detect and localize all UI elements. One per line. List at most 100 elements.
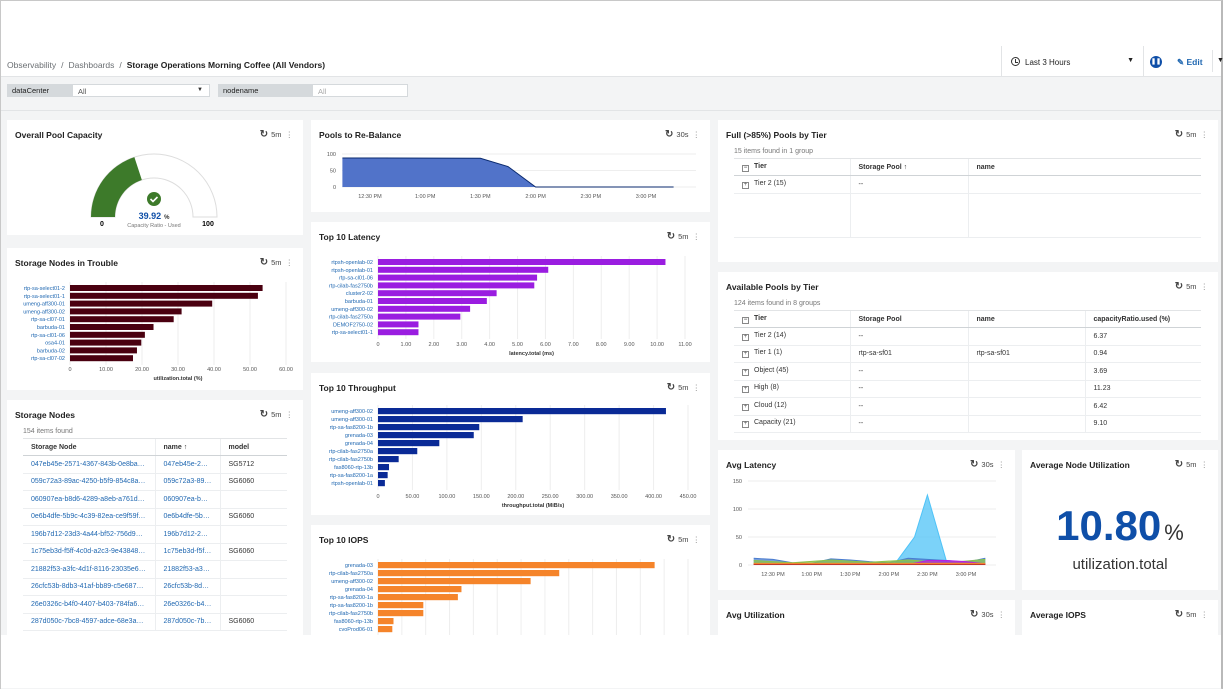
expand-icon[interactable]: + xyxy=(742,421,749,429)
category-label[interactable]: grenada-03 xyxy=(345,563,373,569)
category-label[interactable]: umeng-aff300-01 xyxy=(331,417,373,423)
column-header[interactable]: capacityRatio.used (%) xyxy=(1084,310,1201,328)
refresh-icon[interactable]: ↻ xyxy=(665,129,674,140)
category-label[interactable]: barbuda-01 xyxy=(37,325,65,331)
table-cell[interactable]: 060907ea-b8d6-4289-a8eb-a761dd4e2... xyxy=(23,490,155,509)
time-range-picker[interactable]: Last 3 Hours ▼ xyxy=(1001,46,1144,77)
refresh-icon[interactable]: ↻ xyxy=(1174,281,1184,292)
category-label[interactable]: rtp-cilab-fas2750b xyxy=(329,611,373,617)
category-label[interactable]: DEMOF2750-02 xyxy=(333,322,373,328)
more-options-icon[interactable]: ⋮ xyxy=(692,130,701,139)
table-row[interactable]: + Cloud (12) -- 6.42 xyxy=(734,397,1201,416)
collapse-all-icon[interactable]: − xyxy=(742,316,749,324)
expand-icon[interactable]: + xyxy=(742,333,749,341)
category-label[interactable]: rtp-sa-select01-2 xyxy=(24,286,65,292)
category-label[interactable]: rtp-sa-fas8200-1b xyxy=(330,603,373,609)
table-cell[interactable]: 1c75eb3d-f5ff-4c0d-a2c3-9e43848c297f xyxy=(23,543,155,561)
pause-button[interactable]: ❚❚ xyxy=(1150,56,1162,68)
column-header[interactable]: name ↑ xyxy=(154,438,220,456)
table-row[interactable]: 196b7d12-23d3-4a44-bf52-756d9ad58... 196b… xyxy=(23,525,287,544)
table-row[interactable]: + Tier 2 (14) -- 6.37 xyxy=(734,327,1201,346)
table-row[interactable]: 1c75eb3d-f5ff-4c0d-a2c3-9e43848c297f 1c75… xyxy=(23,543,287,561)
more-options-icon[interactable]: ⋮ xyxy=(1200,130,1209,139)
refresh-icon[interactable]: ↻ xyxy=(970,459,979,470)
table-cell[interactable]: 26e0326c-b4f0-4407 xyxy=(154,595,220,614)
table-row[interactable]: + Tier 1 (1) rtp-sa-sf01 rtp-sa-sf01 0.94 xyxy=(734,345,1201,363)
category-label[interactable]: rtp-sa-select01-1 xyxy=(332,330,373,336)
table-row[interactable]: 047eb45e-2571-4367-843b-0e8bad58f... 047e… xyxy=(23,455,287,474)
more-options-icon[interactable]: ⋮ xyxy=(1200,460,1209,469)
table-cell[interactable]: 21882f53-a3fc-4d1f-8116-23035e6b74bc xyxy=(23,560,155,579)
category-label[interactable]: umeng-aff300-02 xyxy=(23,309,65,315)
table-row[interactable]: 060907ea-b8d6-4289-a8eb-a761dd4e2... 0609… xyxy=(23,490,287,509)
column-header[interactable]: − Tier xyxy=(734,310,850,328)
category-label[interactable]: rtp-cilab-fas2750a xyxy=(329,571,374,577)
category-label[interactable]: rtpsh-openlab-02 xyxy=(331,260,373,266)
category-label[interactable]: umeng-aff300-02 xyxy=(331,307,373,313)
category-label[interactable]: umeng-aff300-02 xyxy=(331,579,373,585)
column-header[interactable]: Storage Node xyxy=(23,438,155,456)
category-label[interactable]: rtp-sa-cl07-02 xyxy=(31,356,65,362)
table-cell[interactable]: 26e0326c-b4f0-4407-b403-784fa6a76cad xyxy=(23,595,155,614)
category-label[interactable]: osa4-01 xyxy=(45,341,65,347)
column-header[interactable]: name xyxy=(967,158,1201,176)
more-options-icon[interactable]: ⋮ xyxy=(692,383,701,392)
edit-menu-button[interactable]: ▼ xyxy=(1212,50,1224,72)
table-cell[interactable]: 196b7d12-23d3-4a44-bf52-756d9ad58... xyxy=(23,525,155,544)
more-options-icon[interactable]: ⋮ xyxy=(285,258,294,267)
category-label[interactable]: cluster2-02 xyxy=(346,291,373,297)
category-label[interactable]: barbuda-02 xyxy=(37,348,65,354)
edit-button[interactable]: ✎ Edit xyxy=(1177,57,1203,68)
category-label[interactable]: rtp-sa-fas8200-1a xyxy=(330,473,374,479)
category-label[interactable]: rtp-cilab-fas2750a xyxy=(329,315,374,321)
table-cell[interactable]: 26cfc53b-8db3-41af xyxy=(154,578,220,596)
category-label[interactable]: rtp-sa-cl07-01 xyxy=(31,317,65,323)
table-cell[interactable]: 196b7d12-23d3-4a4 xyxy=(154,525,220,544)
table-cell[interactable]: 059c72a3-89ac-4250-b5f9-854c8a0faa85 xyxy=(23,473,155,491)
table-cell[interactable]: 047eb45e-2571-436 xyxy=(154,455,220,474)
column-header[interactable]: name xyxy=(967,310,1085,328)
more-options-icon[interactable]: ⋮ xyxy=(692,232,701,241)
category-label[interactable]: rtp-sa-fas8200-1b xyxy=(330,425,373,431)
refresh-icon[interactable]: ↻ xyxy=(259,129,269,140)
column-header[interactable]: − Tier xyxy=(734,158,850,176)
category-label[interactable]: grenada-04 xyxy=(345,441,373,447)
table-cell[interactable]: 21882f53-a3fc-4d1f xyxy=(154,560,220,579)
table-row[interactable]: 059c72a3-89ac-4250-b5f9-854c8a0faa85 059c… xyxy=(23,473,287,491)
breadcrumb-observability[interactable]: Observability xyxy=(7,60,57,70)
table-row[interactable]: + Tier 2 (15) -- xyxy=(734,175,1201,194)
more-options-icon[interactable]: ⋮ xyxy=(692,535,701,544)
more-options-icon[interactable]: ⋮ xyxy=(997,610,1006,619)
table-cell[interactable]: 287d050c-7bc8-4597-adce-68e3a1087... xyxy=(23,613,155,631)
datacenter-select[interactable]: All ▼ xyxy=(72,84,210,97)
more-options-icon[interactable]: ⋮ xyxy=(285,130,294,139)
table-cell[interactable]: 0e6b4dfe-5b9c-4c39-82ea-ce9f59f10724 xyxy=(23,508,155,526)
category-label[interactable]: rtp-sa-cl01-06 xyxy=(31,333,65,339)
refresh-icon[interactable]: ↻ xyxy=(666,382,676,393)
expand-icon[interactable]: + xyxy=(742,403,749,411)
refresh-icon[interactable]: ↻ xyxy=(259,257,269,268)
category-label[interactable]: rtp-sa-cl01-06 xyxy=(339,276,373,282)
table-cell[interactable]: 059c72a3-89ac-4250 xyxy=(154,473,220,491)
nodename-input[interactable]: All xyxy=(312,84,408,97)
category-label[interactable]: rtp-sa-select01-1 xyxy=(24,294,65,300)
table-cell[interactable]: 1c75eb3d-f5ff-4c0d xyxy=(154,543,220,561)
table-row[interactable]: 0e6b4dfe-5b9c-4c39-82ea-ce9f59f10724 0e6b… xyxy=(23,508,287,526)
refresh-icon[interactable]: ↻ xyxy=(259,409,269,420)
column-header[interactable]: model xyxy=(219,438,287,456)
category-label[interactable]: cvoProd06-01 xyxy=(339,627,373,633)
category-label[interactable]: fas8060-rtp-13b xyxy=(334,465,373,471)
expand-icon[interactable]: + xyxy=(742,181,749,189)
category-label[interactable]: grenada-04 xyxy=(345,587,373,593)
category-label[interactable]: umeng-aff300-02 xyxy=(331,409,373,415)
table-cell[interactable]: 287d050c-7bc8-459 xyxy=(154,613,220,631)
breadcrumb-dashboards[interactable]: Dashboards xyxy=(68,60,115,70)
refresh-icon[interactable]: ↻ xyxy=(1174,609,1184,620)
refresh-icon[interactable]: ↻ xyxy=(1174,459,1184,470)
category-label[interactable]: rtp-cilab-fas2750b xyxy=(329,283,373,289)
expand-icon[interactable]: + xyxy=(742,368,749,376)
column-header[interactable]: Storage Pool ↑ xyxy=(849,158,968,176)
collapse-all-icon[interactable]: − xyxy=(742,164,749,172)
table-cell[interactable]: 060907ea-b8d6-428 xyxy=(154,490,220,509)
category-label[interactable]: barbuda-01 xyxy=(345,299,373,305)
